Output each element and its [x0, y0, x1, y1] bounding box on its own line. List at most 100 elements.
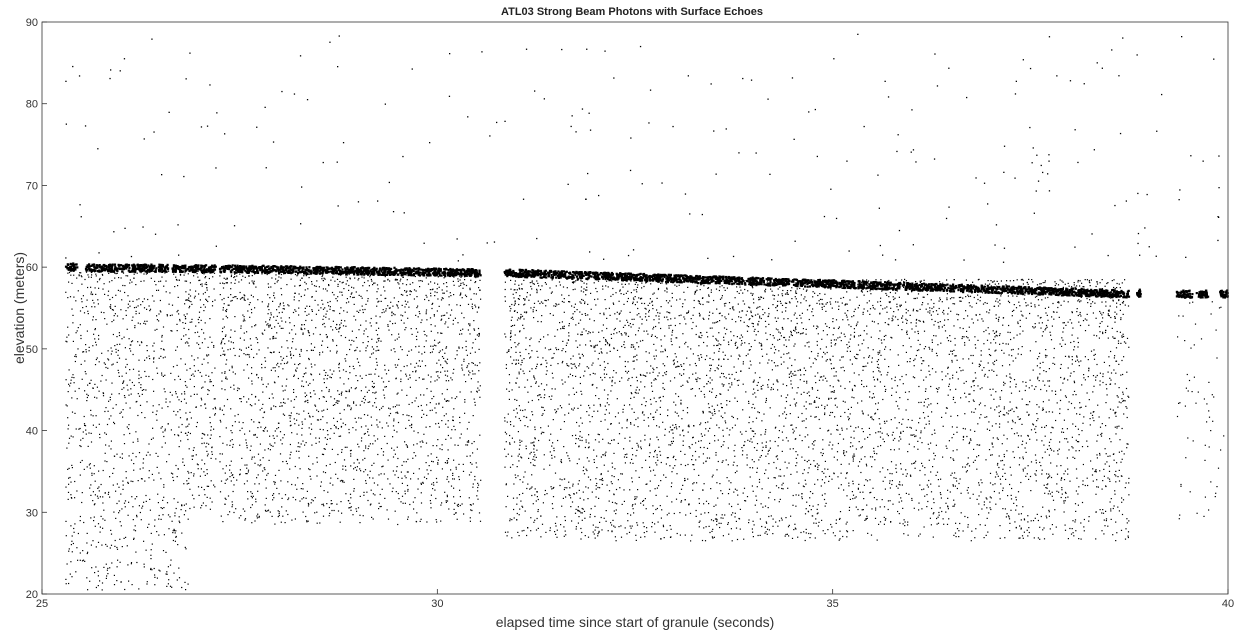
photon-point	[262, 269, 265, 272]
photon-point	[180, 338, 182, 340]
photon-point	[283, 269, 286, 272]
photon-point	[455, 270, 458, 273]
photon-point	[1087, 293, 1090, 296]
photon-point	[183, 314, 185, 316]
photon-point	[612, 277, 615, 280]
photon-point	[129, 344, 131, 346]
photon-point	[367, 341, 369, 343]
photon-point	[869, 287, 873, 291]
photon-point	[446, 370, 449, 372]
photon-point	[896, 283, 899, 286]
photon-point	[471, 268, 474, 271]
photon-point	[532, 275, 535, 278]
photon-point	[96, 281, 99, 283]
photon-point	[601, 275, 604, 278]
photon-point	[111, 268, 114, 271]
photon-point	[74, 360, 76, 363]
photon-point	[138, 298, 140, 300]
photon-point	[119, 538, 121, 540]
photon-point	[347, 268, 350, 271]
photon-point	[133, 307, 136, 309]
photon-point	[68, 548, 70, 550]
photon-point	[1020, 288, 1023, 291]
photon-point	[88, 265, 91, 268]
photon-point	[429, 269, 432, 273]
photon-point	[167, 406, 169, 408]
photon-point	[100, 380, 102, 382]
photon-point	[139, 511, 141, 514]
photon-point	[67, 428, 69, 430]
photon-point	[343, 270, 346, 273]
photon-point	[207, 485, 210, 487]
photon-point	[150, 277, 152, 279]
photon-point	[150, 532, 152, 534]
photon-point	[172, 366, 175, 368]
photon-point	[197, 270, 199, 272]
photon-point	[270, 286, 272, 288]
photon-point	[894, 288, 897, 291]
photon-point	[172, 530, 174, 532]
photon-point	[203, 442, 205, 444]
photon-point	[204, 381, 206, 383]
photon-point	[380, 270, 383, 273]
photon-point	[77, 559, 79, 561]
photon-point	[137, 341, 139, 343]
photon-point	[65, 535, 67, 537]
photon-point	[462, 287, 464, 289]
photon-point	[705, 276, 708, 279]
photon-point	[767, 282, 770, 285]
photon-point	[131, 381, 133, 384]
photon-point	[96, 386, 98, 388]
photon-point	[144, 323, 147, 325]
photon-point	[868, 283, 871, 286]
photon-point	[1062, 290, 1065, 293]
photon-point	[96, 397, 98, 399]
photon-point	[744, 283, 747, 286]
photon-point	[667, 273, 670, 276]
photon-point	[324, 278, 326, 280]
photon-point	[814, 284, 817, 287]
photon-point	[699, 281, 702, 284]
photon-point	[80, 272, 82, 274]
photon-point	[126, 363, 128, 366]
photon-point	[112, 472, 114, 474]
photon-point	[184, 581, 186, 583]
photon-point	[68, 267, 71, 270]
photon-point	[474, 269, 477, 272]
photon-point	[461, 364, 463, 366]
photon-point	[91, 306, 93, 308]
photon-point	[113, 421, 115, 423]
photon-point	[138, 452, 141, 454]
photon-point	[368, 266, 371, 269]
photon-point	[968, 287, 971, 290]
photon-point	[78, 387, 80, 390]
photon-point	[1060, 288, 1063, 291]
photon-point	[211, 305, 214, 307]
photon-point	[246, 480, 248, 482]
photon-point	[324, 268, 327, 271]
photon-point	[249, 449, 251, 451]
photon-point	[102, 496, 104, 498]
photon-point	[712, 279, 715, 282]
photon-point	[91, 274, 93, 276]
photon-point	[463, 269, 466, 272]
photon-point	[96, 357, 98, 359]
photon-point	[198, 311, 201, 313]
photon-point	[84, 360, 86, 362]
photon-point	[148, 305, 150, 307]
photon-point	[766, 282, 769, 285]
photon-point	[127, 307, 129, 309]
photon-point	[141, 342, 143, 344]
photon-point	[201, 432, 203, 435]
photon-point	[350, 266, 354, 269]
photon-point	[180, 509, 182, 511]
photon-point	[196, 268, 199, 271]
photon-point	[129, 369, 131, 371]
photon-point	[563, 275, 566, 278]
photon-point	[80, 275, 82, 277]
photon-point	[1108, 293, 1111, 296]
photon-point	[198, 494, 200, 496]
photon-point	[133, 529, 135, 531]
photon-point	[71, 467, 73, 469]
photon-point	[176, 267, 179, 270]
